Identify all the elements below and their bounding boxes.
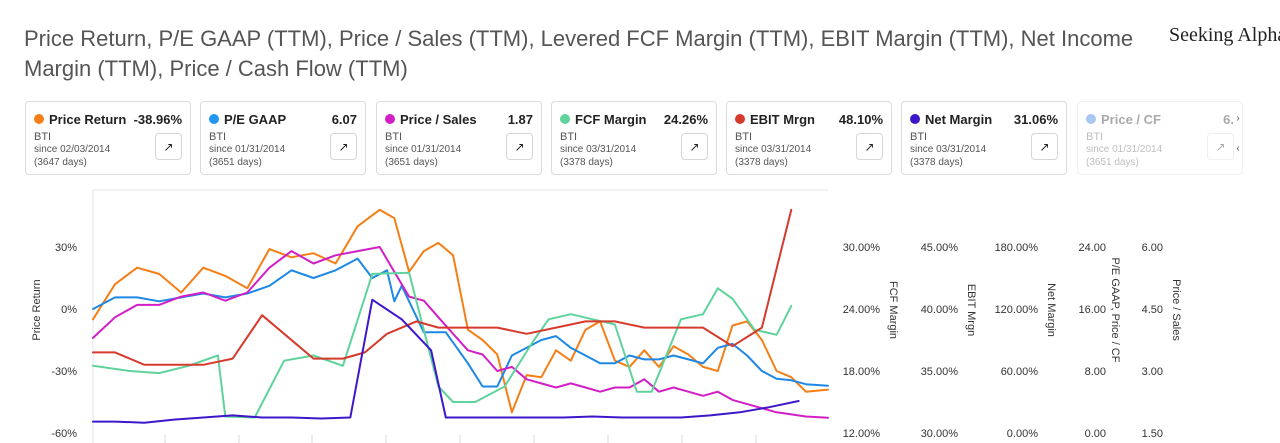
- card-metric-value: -38.96%: [133, 111, 182, 127]
- metric-card[interactable]: P/E GAAP 6.07 BTI since 01/31/2014 (3651…: [200, 101, 366, 175]
- y-tick-label: 45.00%: [921, 242, 959, 254]
- card-metric-value: 24.26%: [663, 111, 708, 127]
- trend-chart-icon[interactable]: ↗: [155, 133, 182, 160]
- y-tick-label: 35.00%: [921, 366, 959, 378]
- y-tick-label: 60.00%: [1001, 366, 1039, 378]
- y-tick-label: 1.50: [1142, 428, 1163, 440]
- card-ticker: BTI: [1086, 131, 1104, 143]
- y-tick-label: 24.00%: [843, 304, 881, 316]
- y-tick-label: 30.00%: [921, 428, 959, 440]
- card-day-count: (3647 days): [34, 157, 87, 168]
- y-tick-label: 40.00%: [921, 304, 959, 316]
- series-color-dot: [34, 114, 44, 124]
- series-line: [92, 298, 800, 424]
- trend-chart-icon[interactable]: ↗: [856, 133, 883, 160]
- y-tick-label: 6.00: [1142, 242, 1163, 254]
- card-day-count: (3378 days): [735, 157, 788, 168]
- y-tick-label: -30%: [51, 366, 77, 378]
- card-ticker: BTI: [910, 131, 928, 143]
- y-tick-label: 0.00: [1085, 428, 1106, 440]
- metric-card[interactable]: Net Margin 31.06% BTI since 03/31/2014 (…: [901, 101, 1067, 175]
- card-metric-value: 31.06%: [1013, 111, 1058, 127]
- trend-chart-icon[interactable]: ↗: [330, 133, 357, 160]
- line-chart[interactable]: 30% 0% -30% -60% Price Return 30.00% 24.00% 18.…: [0, 185, 1280, 443]
- trend-chart-icon[interactable]: ↗: [1207, 133, 1234, 160]
- next-icon[interactable]: ›: [1236, 113, 1240, 124]
- series-color-dot: [560, 114, 570, 124]
- y-tick-label: 3.00: [1142, 366, 1163, 378]
- prev-icon[interactable]: ‹: [1236, 143, 1240, 154]
- metric-card[interactable]: EBIT Mrgn 48.10% BTI since 03/31/2014 (3…: [726, 101, 892, 175]
- chart-title: Price Return, P/E GAAP (TTM), Price / Sa…: [24, 26, 1134, 81]
- card-day-count: (3651 days): [209, 157, 262, 168]
- y-axis-title: P/E GAAP, Price / CF: [1109, 258, 1121, 363]
- card-metric-name: EBIT Mrgn: [750, 111, 815, 127]
- series-color-dot: [735, 114, 745, 124]
- trend-chart-icon[interactable]: ↗: [681, 133, 708, 160]
- card-since-date: since 03/31/2014: [910, 144, 987, 155]
- y-axis-title: Net Margin: [1045, 283, 1057, 337]
- trend-chart-icon[interactable]: ↗: [1031, 133, 1058, 160]
- card-since-date: since 02/03/2014: [34, 144, 111, 155]
- series-color-dot: [209, 114, 219, 124]
- brand-logo: Seeking Alpha: [1169, 24, 1280, 46]
- series-line: [92, 257, 829, 388]
- metric-card[interactable]: Price / Sales 1.87 BTI since 01/31/2014 …: [376, 101, 542, 175]
- series-color-dot: [910, 114, 920, 124]
- card-metric-name: P/E GAAP: [224, 111, 287, 127]
- card-day-count: (3651 days): [1086, 157, 1139, 168]
- metric-card[interactable]: Price Return -38.96% BTI since 02/03/201…: [25, 101, 191, 175]
- y-tick-label: 24.00: [1078, 242, 1106, 254]
- series-line: [92, 208, 829, 414]
- card-ticker: BTI: [735, 131, 753, 143]
- y-tick-label: 16.00: [1078, 304, 1106, 316]
- card-metric-name: FCF Margin: [575, 111, 647, 127]
- y-axis-title: Price / Sales: [1170, 279, 1182, 341]
- card-day-count: (3378 days): [910, 157, 963, 168]
- y-axis-title: EBIT Mrgn: [965, 284, 977, 336]
- trend-chart-icon[interactable]: ↗: [506, 133, 533, 160]
- card-metric-name: Price / Sales: [400, 111, 477, 127]
- y-tick-label: 30.00%: [843, 242, 881, 254]
- y-tick-label: 180.00%: [995, 242, 1039, 254]
- card-since-date: since 01/31/2014: [385, 144, 462, 155]
- series-line: [92, 246, 829, 419]
- series-line: [92, 271, 793, 419]
- card-ticker: BTI: [385, 131, 403, 143]
- card-since-date: since 03/31/2014: [560, 144, 637, 155]
- metric-card[interactable]: Price / CF 6. BTI since 01/31/2014 (3651…: [1077, 101, 1243, 175]
- card-ticker: BTI: [560, 131, 578, 143]
- card-ticker: BTI: [209, 131, 227, 143]
- series-color-dot: [385, 114, 395, 124]
- series-color-dot: [1086, 114, 1096, 124]
- y-tick-label: 18.00%: [843, 366, 881, 378]
- card-metric-name: Price Return: [49, 111, 127, 127]
- series-line: [92, 208, 793, 366]
- metric-card[interactable]: FCF Margin 24.26% BTI since 03/31/2014 (…: [551, 101, 717, 175]
- card-since-date: since 03/31/2014: [735, 144, 812, 155]
- card-metric-value: 6.: [1223, 111, 1234, 127]
- y-axis-title: Price Return: [31, 279, 43, 340]
- card-ticker: BTI: [34, 131, 52, 143]
- y-axis-title: FCF Margin: [887, 281, 899, 339]
- card-day-count: (3378 days): [560, 157, 613, 168]
- card-metric-value: 48.10%: [838, 111, 883, 127]
- y-tick-label: 30%: [55, 242, 77, 254]
- y-tick-label: 0.00%: [1007, 428, 1038, 440]
- y-tick-label: 8.00: [1085, 366, 1106, 378]
- y-tick-label: 0%: [61, 304, 77, 316]
- card-metric-value: 6.07: [331, 111, 357, 127]
- card-metric-name: Price / CF: [1101, 111, 1161, 127]
- y-tick-label: 12.00%: [843, 428, 881, 440]
- card-day-count: (3651 days): [385, 157, 438, 168]
- y-tick-label: 4.50: [1142, 304, 1163, 316]
- y-tick-label: 120.00%: [995, 304, 1039, 316]
- y-tick-label: -60%: [51, 428, 77, 440]
- card-since-date: since 01/31/2014: [209, 144, 286, 155]
- card-metric-name: Net Margin: [925, 111, 993, 127]
- card-since-date: since 01/31/2014: [1086, 144, 1163, 155]
- card-metric-value: 1.87: [507, 111, 533, 127]
